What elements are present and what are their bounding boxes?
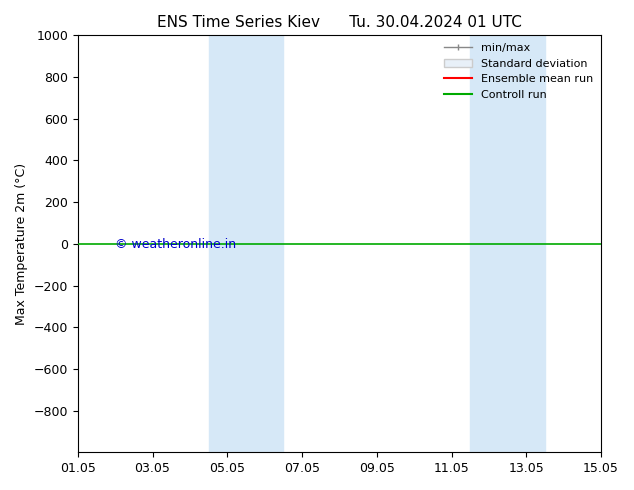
Legend: min/max, Standard deviation, Ensemble mean run, Controll run: min/max, Standard deviation, Ensemble me… <box>440 39 598 104</box>
Y-axis label: Max Temperature 2m (°C): Max Temperature 2m (°C) <box>15 163 28 325</box>
Text: © weatheronline.in: © weatheronline.in <box>115 238 236 250</box>
Bar <box>470 35 545 452</box>
Title: ENS Time Series Kiev      Tu. 30.04.2024 01 UTC: ENS Time Series Kiev Tu. 30.04.2024 01 U… <box>157 15 522 30</box>
Bar <box>209 35 283 452</box>
